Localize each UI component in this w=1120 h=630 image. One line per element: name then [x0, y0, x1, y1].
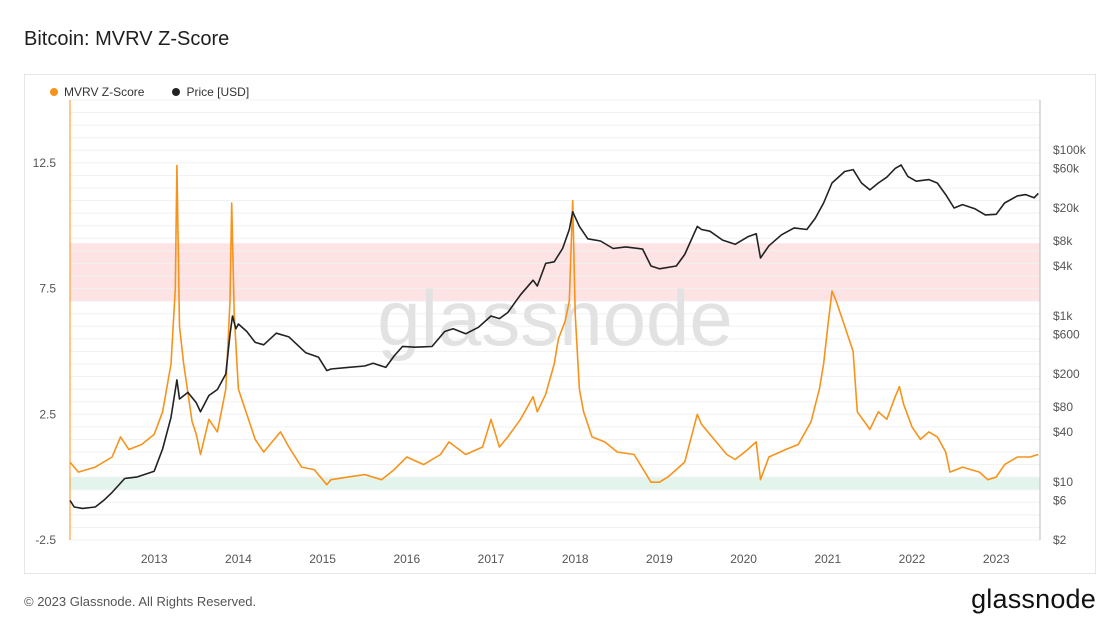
- x-tick-label: 2023: [983, 552, 1010, 566]
- y-right-tick-label: $8k: [1053, 234, 1073, 248]
- chart-legend: MVRV Z-Score Price [USD]: [50, 85, 249, 99]
- y-right-tick-label: $2: [1053, 533, 1067, 547]
- x-tick-label: 2021: [814, 552, 841, 566]
- y-right-tick-label: $200: [1053, 367, 1080, 381]
- legend-dot-icon: [172, 88, 181, 96]
- y-left-tick-label: 2.5: [39, 407, 56, 421]
- y-left-tick-label: 7.5: [39, 282, 56, 296]
- x-tick-label: 2015: [309, 552, 336, 566]
- band-overvalued: [70, 243, 1040, 302]
- y-right-tick-label: $60k: [1053, 161, 1080, 175]
- legend-item-price[interactable]: Price [USD]: [172, 85, 249, 99]
- y-right-tick-label: $1k: [1053, 309, 1073, 323]
- series-line-price: [69, 164, 1039, 510]
- x-tick-label: 2020: [730, 552, 757, 566]
- legend-dot-icon: [50, 88, 58, 96]
- y-right-tick-label: $100k: [1053, 143, 1087, 157]
- x-tick-label: 2016: [393, 552, 420, 566]
- series-line-mvrv: [69, 164, 1039, 486]
- legend-label: MVRV Z-Score: [64, 85, 145, 99]
- y-right-tick-label: $600: [1053, 327, 1080, 341]
- x-tick-label: 2014: [225, 552, 252, 566]
- y-right-tick-label: $4k: [1053, 259, 1073, 273]
- chart-card: [24, 74, 1096, 574]
- x-tick-label: 2019: [646, 552, 673, 566]
- band-undervalued: [70, 477, 1040, 490]
- glassnode-logo: glassnode: [971, 584, 1096, 614]
- y-right-tick-label: $40: [1053, 425, 1073, 439]
- y-right-tick-label: $10: [1053, 475, 1073, 489]
- legend-label: Price [USD]: [186, 85, 250, 99]
- legend-item-mvrv[interactable]: MVRV Z-Score: [50, 85, 144, 99]
- watermark: glassnode: [377, 274, 733, 362]
- x-tick-label: 2013: [141, 552, 168, 566]
- x-tick-label: 2018: [562, 552, 589, 566]
- y-right-tick-label: $6: [1053, 493, 1067, 507]
- x-tick-label: 2022: [899, 552, 926, 566]
- y-right-tick-label: $80: [1053, 400, 1073, 414]
- footer-copyright: © 2023 Glassnode. All Rights Reserved.: [24, 594, 257, 609]
- y-left-tick-label: -2.5: [35, 533, 56, 547]
- y-right-tick-label: $20k: [1053, 201, 1080, 215]
- page-title: Bitcoin: MVRV Z-Score: [24, 28, 230, 50]
- y-left-tick-label: 12.5: [33, 156, 57, 170]
- x-tick-label: 2017: [478, 552, 505, 566]
